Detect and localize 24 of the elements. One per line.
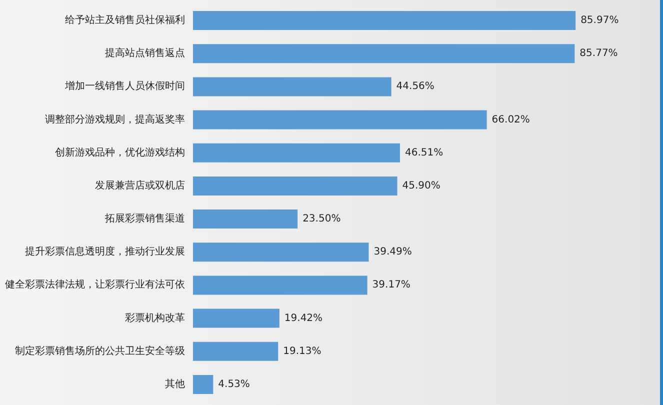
y-tick-label: 调整部分游戏规则，提高返奖率 [45,113,185,126]
y-tick-label: 增加一线销售人员休假时间 [64,80,185,92]
y-tick-label: 提升彩票信息透明度，推动行业发展 [25,246,185,258]
y-tick-label: 发展兼营店或双机店 [95,179,185,192]
data-label: 46.51% [404,147,444,158]
y-tick-label: 创新游戏品种，优化游戏结构 [55,146,185,158]
data-label: 4.53% [218,378,250,390]
y-tick-label: 给予站主及销售员社保福利 [65,14,185,26]
y-tick-label: 健全彩票法律法规，让彩票行业有法可依 [5,278,185,291]
data-label: 39.17% [372,280,410,291]
data-label: 19.13% [283,346,322,357]
y-tick-label: 制定彩票销售场所的公共卫生安全等级 [15,344,185,357]
data-label: 19.42% [284,312,323,324]
data-label: 85.77% [580,48,618,60]
data-label: 45.90% [402,180,440,192]
data-label: 85.97% [580,15,619,26]
y-tick-label: 彩票机构改革 [125,312,185,324]
data-label: 66.02% [492,114,530,126]
data-label: 23.50% [302,214,341,225]
y-tick-label: 拓展彩票销售渠道 [104,212,185,225]
data-label: 44.56% [396,81,434,92]
y-tick-label: 其他 [165,378,185,390]
y-tick-label: 提高站点销售返点 [105,47,185,60]
data-label: 39.49% [374,246,412,258]
